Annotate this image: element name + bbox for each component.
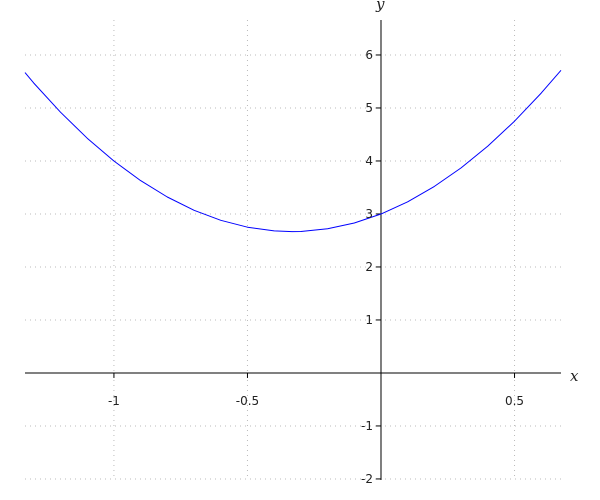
x-tick-label: -1 <box>108 394 120 408</box>
plot-area <box>24 69 562 233</box>
x-tick-label: -0.5 <box>236 394 259 408</box>
y-axis-label: y <box>375 0 385 13</box>
y-tick-label: 6 <box>365 48 373 62</box>
tick-labels: -1 -0.5 0.5 -2 -1 1 2 3 4 5 6 <box>108 48 524 486</box>
series-line <box>24 69 562 233</box>
y-tick-label: 5 <box>365 101 373 115</box>
axes <box>25 20 561 480</box>
grid <box>25 20 561 480</box>
y-tick-label: 4 <box>365 154 373 168</box>
y-tick-label: 2 <box>365 260 373 274</box>
x-tick-label: 0.5 <box>505 394 524 408</box>
y-tick-label: 3 <box>365 207 373 221</box>
y-tick-label: -2 <box>361 472 373 486</box>
x-axis-label: x <box>570 367 579 385</box>
y-tick-label: -1 <box>361 419 373 433</box>
y-tick-label: 1 <box>365 313 373 327</box>
